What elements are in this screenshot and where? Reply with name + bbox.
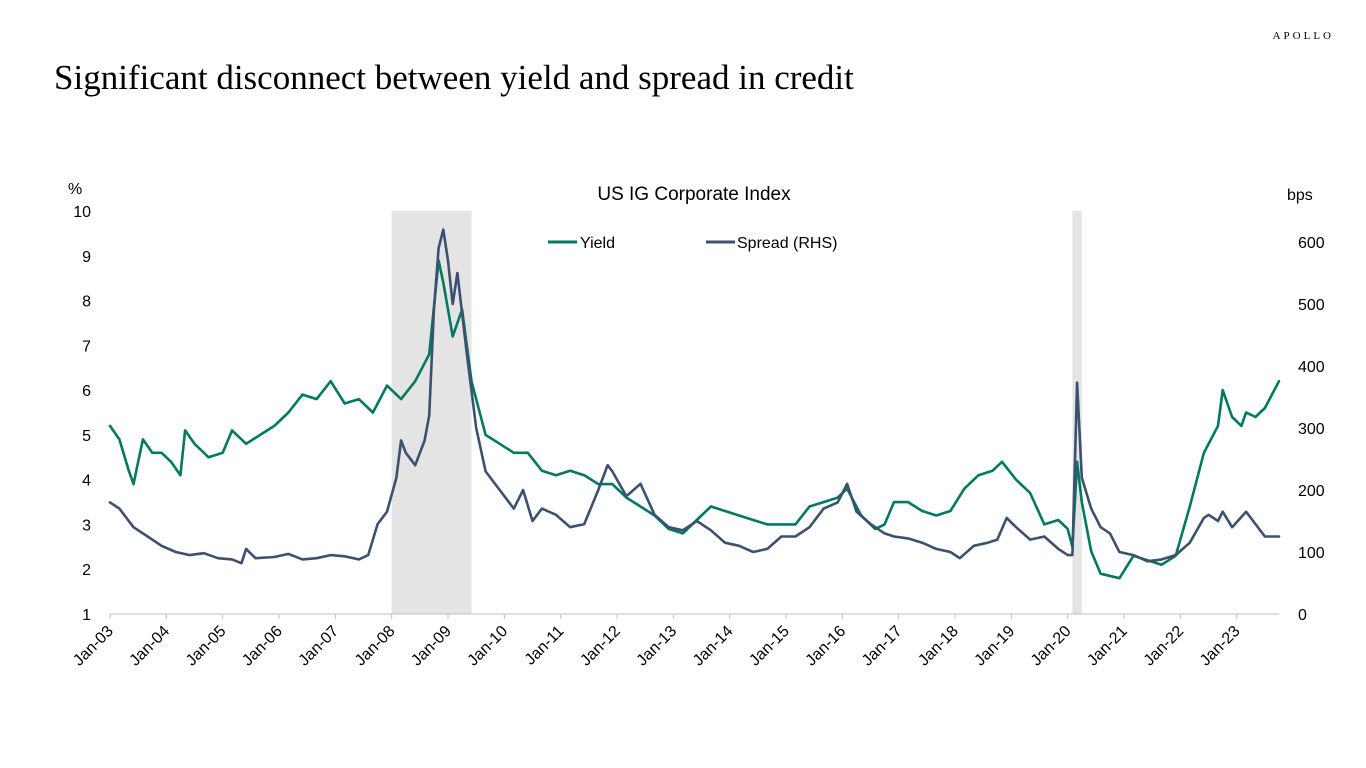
x-tick-label: Jan-09 xyxy=(408,623,455,670)
x-tick-label: Jan-16 xyxy=(803,623,850,670)
left-axis-unit: % xyxy=(68,181,82,198)
x-tick-label: Jan-11 xyxy=(522,623,568,669)
chart-title: US IG Corporate Index xyxy=(597,184,791,205)
left-axis-ticks: 1 2 3 4 5 6 7 8 9 10 xyxy=(73,204,91,624)
x-tick-label: Jan-22 xyxy=(1141,623,1188,670)
brand-logo: APOLLO xyxy=(1272,30,1334,42)
x-tick-label: Jan-04 xyxy=(127,623,174,670)
left-tick-label: 8 xyxy=(82,294,91,311)
x-tick-label: Jan-06 xyxy=(239,623,286,670)
series-line-spread xyxy=(108,228,1281,565)
x-tick-label: Jan-21 xyxy=(1084,623,1131,670)
chart-legend: Yield Spread (RHS) xyxy=(548,235,837,252)
right-tick-label: 600 xyxy=(1298,235,1325,252)
recession-bands xyxy=(391,211,1082,614)
right-tick-label: 400 xyxy=(1298,359,1325,376)
right-tick-label: 200 xyxy=(1298,483,1325,500)
right-axis-unit: bps xyxy=(1287,187,1313,204)
page-headline: Significant disconnect between yield and… xyxy=(54,58,854,97)
left-tick-label: 10 xyxy=(73,204,91,221)
x-tick-label: Jan-14 xyxy=(690,623,737,670)
right-tick-label: 300 xyxy=(1298,421,1325,438)
right-tick-label: 500 xyxy=(1298,297,1325,314)
right-tick-label: 100 xyxy=(1298,545,1325,562)
right-axis-ticks: 0 100 200 300 400 500 600 xyxy=(1298,235,1325,624)
left-tick-label: 4 xyxy=(82,473,91,490)
left-tick-label: 2 xyxy=(82,562,91,579)
x-tick-label: Jan-20 xyxy=(1028,623,1075,670)
x-tick-label: Jan-19 xyxy=(972,623,1019,670)
x-tick-label: Jan-03 xyxy=(70,623,117,670)
recession-band-1 xyxy=(391,211,472,614)
legend-yield-label: Yield xyxy=(580,235,615,252)
legend-spread-label: Spread (RHS) xyxy=(737,235,837,252)
x-tick-label: Jan-05 xyxy=(183,623,230,670)
left-tick-label: 7 xyxy=(82,338,91,355)
right-tick-label: 0 xyxy=(1298,607,1307,624)
left-tick-label: 1 xyxy=(82,607,91,624)
x-tick-label: Jan-18 xyxy=(915,623,962,670)
left-tick-label: 9 xyxy=(82,249,91,266)
x-tick-label: Jan-15 xyxy=(746,623,793,670)
series-lines xyxy=(108,228,1281,580)
left-tick-label: 3 xyxy=(82,517,91,534)
x-tick-label: Jan-13 xyxy=(634,623,681,670)
x-tick-label: Jan-23 xyxy=(1197,623,1244,670)
left-tick-label: 6 xyxy=(82,383,91,400)
x-tick-label: Jan-08 xyxy=(352,623,399,670)
x-axis-ticks: Jan-03 Jan-04 Jan-05 Jan-06 Jan-07 Jan-08 Jan-… xyxy=(70,614,1244,670)
x-tick-label: Jan-10 xyxy=(465,623,512,670)
x-tick-label: Jan-07 xyxy=(296,623,343,670)
x-tick-label: Jan-17 xyxy=(859,623,906,670)
left-tick-label: 5 xyxy=(82,428,91,445)
x-tick-label: Jan-12 xyxy=(577,623,624,670)
